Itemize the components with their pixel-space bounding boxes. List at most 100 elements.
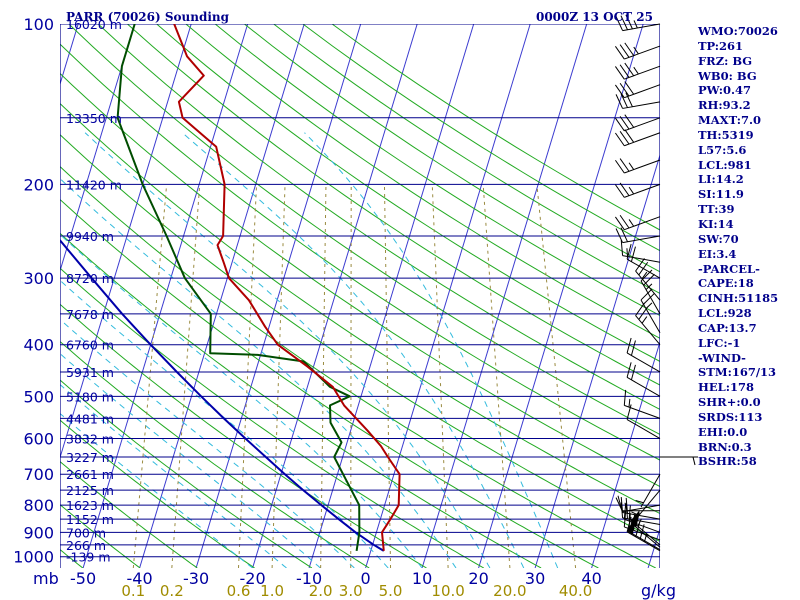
mixing-ratio-line <box>482 184 511 568</box>
wind-barb-half-flag <box>645 302 653 309</box>
isotherm-line <box>139 24 305 568</box>
temperature-tick-label: -20 <box>240 569 266 588</box>
wind-barb-flag <box>624 114 635 128</box>
height-level-label: 16020 m <box>66 17 122 32</box>
wind-barb <box>614 214 661 231</box>
temperature-tick-label: -30 <box>183 569 209 588</box>
pressure-tick-label: 500 <box>23 387 54 406</box>
wind-barb-staff <box>626 530 661 551</box>
height-level-label: 2125 m <box>66 483 114 498</box>
index-value: TP:261 <box>698 38 744 53</box>
index-value: CAPE:18 <box>698 276 754 291</box>
moist-adiabat-line <box>60 352 321 568</box>
dry-adiabat-line <box>60 165 656 568</box>
mixing-ratio-tick-label: 0.6 <box>227 582 251 600</box>
index-value: LCL:928 <box>698 306 752 321</box>
temperature-tick-label: -40 <box>127 569 153 588</box>
wind-barb <box>640 288 661 334</box>
wind-barb-half-flag <box>692 456 696 466</box>
wind-barb <box>623 389 661 419</box>
wind-barb-flag <box>619 131 630 145</box>
wind-barb-flag <box>625 14 633 30</box>
mixing-ratio-unit-label: g/kg <box>641 581 676 600</box>
pressure-tick-label: 600 <box>23 430 54 449</box>
sounding-indices-panel: WMO:70026 TP:261 FRZ: BG WB0: BG PW:0.47 RH:9… <box>698 24 798 469</box>
index-value: -WIND- <box>698 350 746 365</box>
dry-adiabat-line <box>60 267 485 568</box>
pressure-tick-label: 400 <box>23 336 54 355</box>
wind-barb-flag <box>620 227 628 242</box>
dry-adiabat-line <box>60 232 542 568</box>
index-value: SW:70 <box>698 231 739 246</box>
wind-barb-flag <box>620 15 628 30</box>
wind-barb-half-flag <box>633 20 638 29</box>
wind-barb-flag <box>620 93 628 108</box>
temperature-tick-label: 10 <box>412 569 432 588</box>
dry-adiabat-line <box>60 198 599 568</box>
wind-barb-staff <box>624 518 661 533</box>
wind-barb-flag <box>626 404 632 420</box>
index-value: EHI:0.0 <box>698 424 748 439</box>
index-value: BSHR:58 <box>698 454 757 469</box>
wind-barb-flag <box>614 216 625 230</box>
isotherm-line <box>421 24 588 568</box>
wind-barb-flag <box>614 46 625 60</box>
dry-adiabat-line <box>156 24 660 363</box>
wind-barb-staff <box>626 352 661 373</box>
index-value: CAP:13.7 <box>698 320 757 335</box>
index-value: MAXT:7.0 <box>698 113 761 128</box>
wind-barb <box>620 240 661 263</box>
dry-adiabat-line <box>60 72 660 488</box>
dry-adiabat-line <box>273 24 660 273</box>
mixing-ratio-tick-label: 5.0 <box>379 582 403 600</box>
dry-adiabat-line <box>60 43 660 461</box>
wind-barb-half-flag <box>628 219 635 227</box>
wind-barb <box>660 456 698 466</box>
wind-barb-half-flag <box>641 271 648 280</box>
dry-adiabat-line <box>214 24 660 317</box>
wind-barb-flag <box>614 159 625 174</box>
dry-adiabat-line <box>68 24 660 436</box>
wind-barb-flag <box>619 44 630 58</box>
height-level-label: 11420 m <box>66 177 122 192</box>
index-value: TH:5319 <box>698 127 754 142</box>
isotherm-line <box>591 340 660 568</box>
station-title: PARR (70026) Sounding <box>66 10 230 24</box>
temperature-tick-label: -10 <box>296 569 322 588</box>
mixing-ratio-line <box>383 184 392 568</box>
index-value: LI:14.2 <box>698 172 744 187</box>
wind-barb-staff <box>622 23 661 32</box>
pressure-tick-label: 1000 <box>13 548 54 567</box>
wind-barb-flag <box>615 94 624 109</box>
index-value: -PARCEL- <box>698 261 760 276</box>
mixing-ratio-line <box>431 184 449 568</box>
wind-barb-flag <box>624 62 635 77</box>
wind-barb-staff <box>624 65 661 80</box>
pressure-tick-label: 200 <box>23 175 54 194</box>
wind-barb-flag <box>640 288 653 301</box>
wind-barb-flag <box>635 302 645 316</box>
isotherm-line <box>308 24 475 568</box>
isotherm-line <box>0 24 22 568</box>
mixing-ratio-tick-label: 3.0 <box>339 582 363 600</box>
wind-barb-staff <box>640 473 661 508</box>
mixing-ratio-tick-label: 2.0 <box>309 582 333 600</box>
wind-barb-staff <box>622 504 661 513</box>
height-level-label: 5931 m <box>66 365 114 380</box>
wind-barb-staff <box>626 258 661 279</box>
wind-barb-half-flag <box>633 46 639 55</box>
dry-adiabat-line <box>60 419 255 568</box>
moist-adiabat-line <box>181 132 525 568</box>
index-value: STM:167/13 <box>698 365 777 380</box>
index-value: TT:39 <box>698 202 735 217</box>
wind-barb-staff <box>622 235 661 244</box>
height-level-label: 1152 m <box>66 512 114 527</box>
wind-barb <box>615 227 661 244</box>
index-value: PW:0.47 <box>698 83 752 98</box>
mixing-ratio-line <box>536 184 577 568</box>
dry-adiabat-line <box>60 460 198 568</box>
dry-adiabat-line <box>60 504 141 568</box>
index-value: FRZ: BG <box>698 53 753 68</box>
wind-barb-staff <box>626 376 661 397</box>
